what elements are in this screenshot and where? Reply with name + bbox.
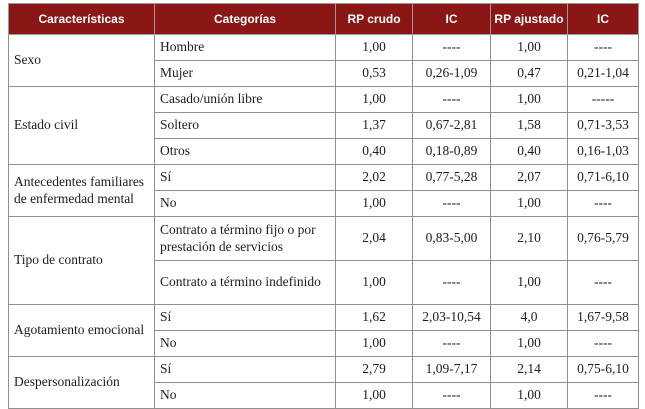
ic-crudo-cell: 2,03-10,54 bbox=[412, 304, 491, 331]
header-caracteristicas: Características bbox=[8, 3, 155, 35]
ic-crudo-cell: 0,18-0,89 bbox=[412, 138, 491, 165]
table-row: Contrato a término indefinido 1,00 ---- … bbox=[9, 260, 639, 305]
rp-ajustado-cell: 1,00 bbox=[490, 330, 568, 357]
ic-ajustado-cell: 0,71-3,53 bbox=[567, 112, 639, 139]
rp-crudo-cell: 1,00 bbox=[335, 260, 413, 305]
ic-crudo-cell: ---- bbox=[412, 382, 491, 409]
ic-crudo-cell: 0,67-2,81 bbox=[412, 112, 491, 139]
category-cell: No bbox=[154, 382, 336, 409]
ic-crudo-cell: ---- bbox=[412, 190, 491, 217]
category-cell: Soltero bbox=[154, 112, 336, 139]
ic-crudo-cell: ---- bbox=[412, 34, 491, 61]
rp-crudo-cell: 2,02 bbox=[335, 164, 413, 191]
ic-ajustado-cell: ---- bbox=[567, 34, 639, 61]
ic-ajustado-cell: 1,67-9,58 bbox=[567, 304, 639, 331]
table-row: No 1,00 ---- 1,00 ---- bbox=[9, 382, 639, 409]
header-ic-ajustado: IC bbox=[567, 3, 639, 35]
ic-ajustado-cell: ---- bbox=[567, 330, 639, 357]
rp-ajustado-cell: 1,58 bbox=[490, 112, 568, 139]
category-cell: Sí bbox=[154, 356, 336, 383]
rp-crudo-cell: 1,62 bbox=[335, 304, 413, 331]
category-cell: No bbox=[154, 330, 336, 357]
rp-ajustado-cell: 1,00 bbox=[490, 260, 568, 305]
table-row: Antecedentes familiares de enfermedad me… bbox=[8, 164, 639, 217]
rp-ajustado-cell: 2,07 bbox=[490, 164, 568, 191]
ic-ajustado-cell: ---- bbox=[567, 190, 639, 217]
rp-crudo-cell: 1,00 bbox=[335, 382, 413, 409]
category-cell: No bbox=[154, 190, 336, 217]
category-cell: Sí bbox=[154, 304, 336, 331]
rp-ajustado-cell: 1,00 bbox=[490, 382, 568, 409]
category-cell: Mujer bbox=[154, 60, 336, 87]
rp-crudo-cell: 1,00 bbox=[335, 34, 413, 61]
header-ic-crudo: IC bbox=[412, 3, 491, 35]
characteristic-cell: Tipo de contrato bbox=[8, 216, 155, 305]
ic-ajustado-cell: ---- bbox=[567, 382, 639, 409]
table-row: Estado civil Casado/unión libre 1,00 ---… bbox=[8, 86, 639, 165]
rp-ajustado-cell: 2,14 bbox=[490, 356, 568, 383]
rp-ajustado-cell: 4,0 bbox=[490, 304, 568, 331]
category-cell: Sí bbox=[154, 164, 336, 191]
category-cell: Otros bbox=[154, 138, 336, 165]
rp-crudo-cell: 1,00 bbox=[335, 86, 413, 113]
rp-crudo-cell: 2,79 bbox=[335, 356, 413, 383]
ic-ajustado-cell: 0,76-5,79 bbox=[567, 216, 639, 261]
table-row: Mujer 0,53 0,26-1,09 0,47 0,21-1,04 bbox=[9, 60, 639, 87]
results-table: Características Categorías RP crudo IC R… bbox=[8, 3, 639, 409]
header-rp-crudo: RP crudo bbox=[335, 3, 413, 35]
rp-ajustado-cell: 1,00 bbox=[490, 190, 568, 217]
ic-ajustado-cell: ---- bbox=[567, 260, 639, 305]
table-row: No 1,00 ---- 1,00 ---- bbox=[9, 190, 639, 217]
table-row: Soltero 1,37 0,67-2,81 1,58 0,71-3,53 bbox=[9, 112, 639, 139]
category-cell: Casado/unión libre bbox=[154, 86, 336, 113]
header-row: Características Categorías RP crudo IC R… bbox=[8, 3, 639, 35]
table-row: Despersonalización Sí 2,79 1,09-7,17 2,1… bbox=[8, 356, 639, 409]
characteristic-cell: Estado civil bbox=[8, 86, 155, 165]
ic-crudo-cell: 0,26-1,09 bbox=[412, 60, 491, 87]
ic-ajustado-cell: 0,21-1,04 bbox=[567, 60, 639, 87]
category-cell: Contrato a término fijo o por prestación… bbox=[154, 216, 336, 261]
table-row: No 1,00 ---- 1,00 ---- bbox=[9, 330, 639, 357]
characteristic-cell: Antecedentes familiares de enfermedad me… bbox=[8, 164, 155, 217]
ic-crudo-cell: ---- bbox=[412, 86, 491, 113]
category-cell: Contrato a término indefinido bbox=[154, 260, 336, 305]
characteristic-cell: Agotamiento emocional bbox=[8, 304, 155, 357]
rp-ajustado-cell: 1,00 bbox=[490, 34, 568, 61]
header-rp-ajustado: RP ajustado bbox=[490, 3, 568, 35]
table-row: Otros 0,40 0,18-0,89 0,40 0,16-1,03 bbox=[9, 138, 639, 165]
ic-ajustado-cell: 0,71-6,10 bbox=[567, 164, 639, 191]
table-row: Tipo de contrato Contrato a término fijo… bbox=[8, 216, 639, 305]
rp-ajustado-cell: 2,10 bbox=[490, 216, 568, 261]
ic-ajustado-cell: ----- bbox=[567, 86, 639, 113]
category-cell: Hombre bbox=[154, 34, 336, 61]
rp-crudo-cell: 0,40 bbox=[335, 138, 413, 165]
table-row: Agotamiento emocional Sí 1,62 2,03-10,54… bbox=[8, 304, 639, 357]
ic-ajustado-cell: 0,75-6,10 bbox=[567, 356, 639, 383]
rp-ajustado-cell: 0,47 bbox=[490, 60, 568, 87]
ic-ajustado-cell: 0,16-1,03 bbox=[567, 138, 639, 165]
ic-crudo-cell: 1,09-7,17 bbox=[412, 356, 491, 383]
rp-crudo-cell: 1,00 bbox=[335, 190, 413, 217]
rp-ajustado-cell: 1,00 bbox=[490, 86, 568, 113]
table-row: Sexo Hombre 1,00 ---- 1,00 ---- bbox=[8, 34, 639, 87]
rp-crudo-cell: 2,04 bbox=[335, 216, 413, 261]
rp-crudo-cell: 1,37 bbox=[335, 112, 413, 139]
header-categorias: Categorías bbox=[154, 3, 336, 35]
ic-crudo-cell: 0,83-5,00 bbox=[412, 216, 491, 261]
characteristic-cell: Despersonalización bbox=[8, 356, 155, 409]
rp-ajustado-cell: 0,40 bbox=[490, 138, 568, 165]
rp-crudo-cell: 1,00 bbox=[335, 330, 413, 357]
characteristic-cell: Sexo bbox=[8, 34, 155, 87]
rp-crudo-cell: 0,53 bbox=[335, 60, 413, 87]
ic-crudo-cell: ---- bbox=[412, 260, 491, 305]
ic-crudo-cell: ---- bbox=[412, 330, 491, 357]
ic-crudo-cell: 0,77-5,28 bbox=[412, 164, 491, 191]
